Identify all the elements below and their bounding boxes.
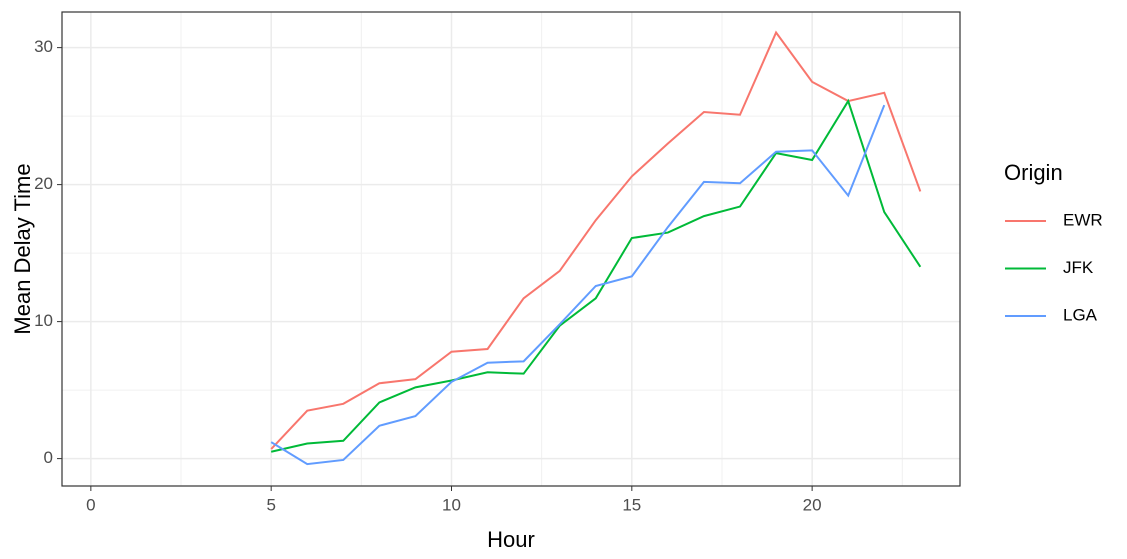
y-tick-label: 30 — [34, 37, 53, 56]
y-tick-label: 20 — [34, 174, 53, 193]
y-axis-title: Mean Delay Time — [10, 163, 35, 334]
panel-border — [61, 11, 961, 487]
y-tick-label: 10 — [34, 311, 53, 330]
line-series — [270, 98, 922, 453]
x-tick-label: 5 — [266, 495, 275, 514]
legend-label: EWR — [1063, 210, 1103, 229]
legend-title: Origin — [1004, 160, 1063, 185]
x-tick-label: 0 — [86, 495, 95, 514]
x-tick-label: 20 — [803, 495, 822, 514]
legend-label: LGA — [1063, 305, 1098, 324]
legend-label: JFK — [1063, 258, 1094, 277]
line-series — [270, 104, 886, 466]
x-axis-title: Hour — [487, 527, 535, 552]
x-tick-label: 10 — [442, 495, 461, 514]
y-tick-label: 0 — [44, 448, 53, 467]
line-series — [270, 30, 922, 450]
x-tick-label: 15 — [622, 495, 641, 514]
